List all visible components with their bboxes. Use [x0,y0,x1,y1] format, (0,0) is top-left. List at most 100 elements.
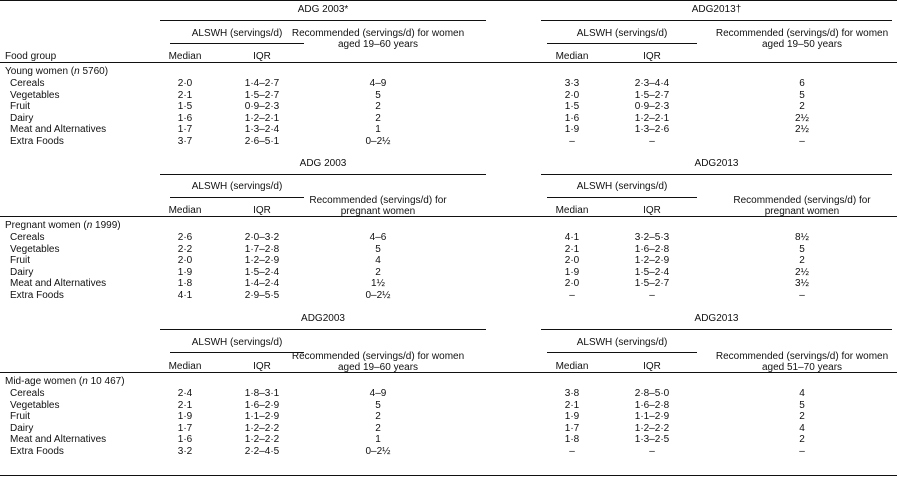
median-2013: – [569,445,575,457]
recommended-header-right-line2: pregnant women [764,206,840,217]
recommended-2013: 2½ [795,124,809,135]
recommended-2013: 5 [799,399,805,411]
food-name: Fruit [10,411,30,422]
recommended-header-left: Recommended (servings/d) for women [291,351,465,362]
recommended-2013: 5 [799,243,805,255]
alswh-rule-left [170,352,304,353]
recommended-2013: 2 [799,255,805,266]
median-2003: 1·5 [177,101,193,112]
recommended-2003: 0–2½ [365,445,391,457]
iqr-header-left: IQR [253,361,271,372]
food-name: Cereals [10,78,45,89]
group-label: Mid-age women (n 10 467) [5,376,125,387]
iqr-header-right: IQR [643,51,661,62]
recommended-header-right: Recommended (servings/d) for women [715,28,889,39]
median-2013: 2·0 [564,278,580,289]
recommended-2013: 2½ [795,112,809,124]
recommended-2003: 4 [375,255,381,266]
table-top-rule [0,0,897,1]
adg-2013-title: ADG2013 [694,158,739,169]
median-2013: 3·8 [564,388,580,399]
alswh-rule-right [547,43,697,44]
median-2013: 1·9 [564,266,580,278]
iqr-2003: 1·5–2·4 [244,266,280,278]
recommended-2013: 6 [799,78,805,89]
median-header-left: Median [168,361,202,372]
median-2003: 3·7 [177,135,193,147]
iqr-2003: 2·6–5·1 [244,135,280,147]
median-header-right: Median [555,361,589,372]
median-2013: 1·8 [564,434,580,445]
recommended-2013: 3½ [795,278,809,289]
recommended-2003: 1 [375,124,381,135]
recommended-2003: 4–6 [369,232,387,243]
median-2003: 2·0 [177,78,193,89]
median-2013: – [569,135,575,147]
iqr-2003: 1·3–2·4 [244,124,280,135]
median-2003: 2·2 [177,243,193,255]
median-2013: 2·1 [564,399,580,411]
iqr-2003: 1·6–2·9 [244,399,280,411]
alswh-rule-left [170,43,304,44]
median-header-right: Median [555,205,589,216]
group-label: Young women (n 5760) [5,66,109,77]
median-2013: – [569,289,575,301]
recommended-2003: 5 [375,89,381,101]
iqr-2003: 1·5–2·7 [244,89,280,101]
recommended-header-left-line2: aged 19–60 years [337,39,419,50]
median-2013: 2·1 [564,243,580,255]
recommended-2013: 2½ [795,266,809,278]
iqr-2003: 1·8–3·1 [244,388,280,399]
recommended-2013: 2 [799,101,805,112]
adg-2003-title: ADG 2003* [297,4,349,15]
median-2003: 3·2 [177,445,193,457]
recommended-2003: 0–2½ [365,289,391,301]
median-2003: 1·9 [177,411,193,422]
recommended-2003: 4–9 [369,388,387,399]
food-name: Fruit [10,255,30,266]
iqr-2003: 1·2–2·1 [244,112,280,124]
food-name: Meat and Alternatives [10,278,107,289]
adg-2003-title: ADG 2003 [299,158,347,169]
adg-2003-span-rule [160,329,486,330]
median-2013: 1·6 [564,112,580,124]
food-name: Extra Foods [10,289,64,301]
table-bottom-rule [0,475,897,476]
recommended-header-left: Recommended (servings/d) for women [291,28,465,39]
iqr-header-left: IQR [253,51,271,62]
iqr-2003: 1·2–2·9 [244,255,280,266]
adg-2013-title: ADG2013† [691,4,742,15]
alswh-header-right: ALSWH (servings/d) [576,181,668,192]
median-2013: 2·0 [564,255,580,266]
recommended-header-right-line2: aged 51–70 years [761,362,843,373]
iqr-2013: 0·9–2·3 [634,101,670,112]
recommended-2003: 0–2½ [365,135,391,147]
recommended-2013: 5 [799,89,805,101]
recommended-2003: 5 [375,243,381,255]
alswh-rule-right [547,197,697,198]
food-group-header: Food group [5,51,57,62]
iqr-2013: 1·3–2·6 [634,124,670,135]
food-name: Vegetables [10,89,60,101]
median-2003: 2·6 [177,232,193,243]
alswh-rule-left [170,197,304,198]
median-2013: 1·9 [564,124,580,135]
iqr-2013: – [649,445,655,457]
alswh-rule-right [547,352,697,353]
iqr-2013: 1·2–2·1 [634,112,670,124]
food-name: Vegetables [10,399,60,411]
iqr-2003: 1·2–2·2 [244,422,280,434]
recommended-2013: – [799,289,805,301]
food-name: Meat and Alternatives [10,434,107,445]
median-2013: 3·3 [564,78,580,89]
alswh-header-left: ALSWH (servings/d) [191,181,283,192]
recommended-header-left-line2: pregnant women [340,206,416,217]
adg-2013-span-rule [541,329,892,330]
iqr-2013: 1·5–2·4 [634,266,670,278]
column-header-rule [0,216,897,217]
median-header-left: Median [168,205,202,216]
iqr-2013: 2·3–4·4 [634,78,670,89]
recommended-header-left-line2: aged 19–60 years [337,362,419,373]
iqr-2003: 2·9–5·5 [244,289,280,301]
recommended-2013: – [799,135,805,147]
